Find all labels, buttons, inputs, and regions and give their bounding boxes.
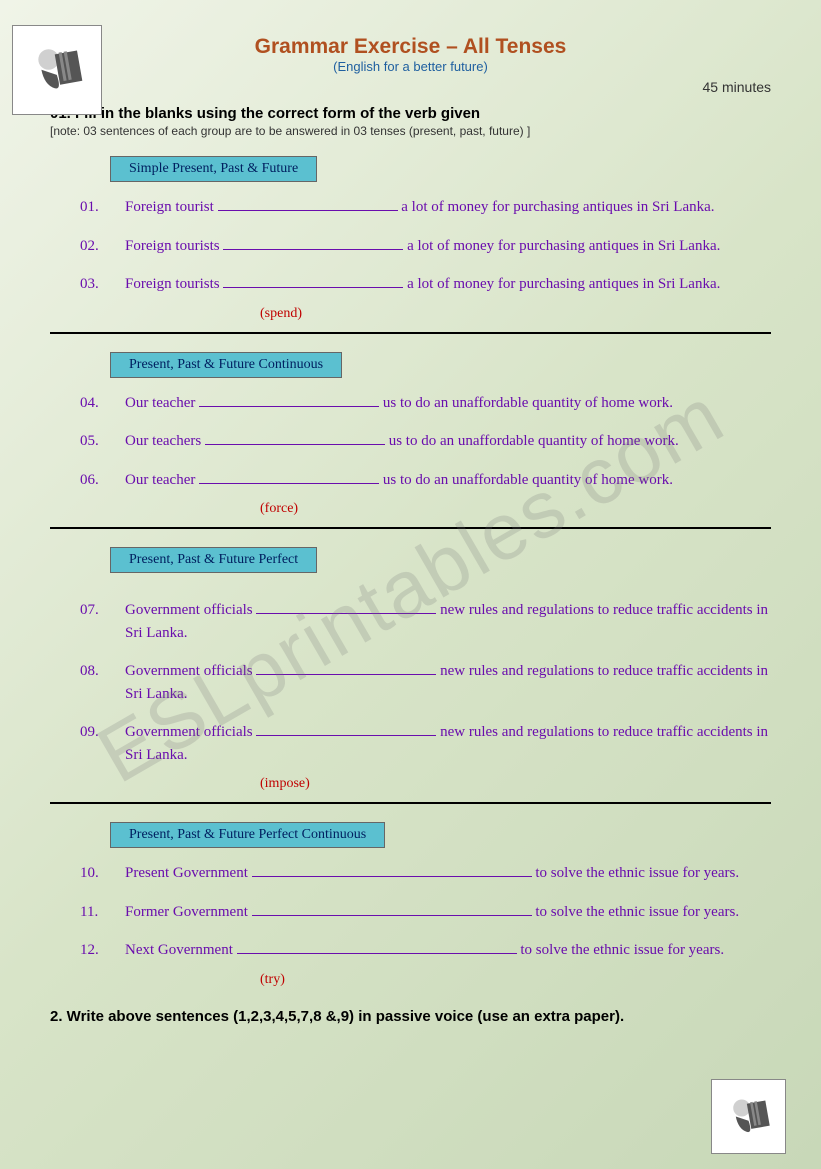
fill-blank[interactable]: [205, 431, 385, 445]
question-number: 03.: [80, 273, 125, 296]
header: Grammar Exercise – All Tenses (English f…: [50, 35, 771, 74]
page-title: Grammar Exercise – All Tenses: [50, 35, 771, 59]
question-pre-text: Foreign tourists: [125, 276, 223, 292]
question-text: Foreign tourist a lot of money for purch…: [125, 196, 771, 219]
question-pre-text: Government officials: [125, 602, 256, 618]
question-post-text: to solve the ethnic issue for years.: [532, 904, 739, 920]
question-pre-text: Government officials: [125, 663, 256, 679]
question-pre-text: Our teacher: [125, 395, 199, 411]
question-text: Our teacher us to do an unaffordable qua…: [125, 392, 771, 415]
question-text: Government officials new rules and regul…: [125, 660, 771, 705]
question-post-text: a lot of money for purchasing antiques i…: [403, 238, 720, 254]
question-post-text: us to do an unaffordable quantity of hom…: [385, 433, 679, 449]
question-number: 06.: [80, 469, 125, 492]
section-label: Simple Present, Past & Future: [110, 156, 317, 182]
fill-blank[interactable]: [218, 197, 398, 211]
instruction-note: [note: 03 sentences of each group are to…: [50, 124, 771, 138]
question-pre-text: Foreign tourist: [125, 199, 218, 215]
question-row: 09.Government officials new rules and re…: [50, 721, 771, 766]
section-label: Present, Past & Future Perfect: [110, 547, 317, 573]
question-text: Present Government to solve the ethnic i…: [125, 862, 771, 885]
question-text: Next Government to solve the ethnic issu…: [125, 939, 771, 962]
section-label: Present, Past & Future Continuous: [110, 352, 342, 378]
question-number: 10.: [80, 862, 125, 885]
section-divider: [50, 332, 771, 334]
question-pre-text: Present Government: [125, 865, 252, 881]
main-instruction: 01. Fill in the blanks using the correct…: [50, 105, 771, 122]
fill-blank[interactable]: [199, 470, 379, 484]
fill-blank[interactable]: [256, 722, 436, 736]
question-row: 12.Next Government to solve the ethnic i…: [50, 939, 771, 962]
verb-hint: (impose): [260, 776, 771, 792]
question-row: 11.Former Government to solve the ethnic…: [50, 901, 771, 924]
fill-blank[interactable]: [256, 661, 436, 675]
question-number: 11.: [80, 901, 125, 924]
fill-blank[interactable]: [252, 902, 532, 916]
question-post-text: to solve the ethnic issue for years.: [532, 865, 739, 881]
section-label: Present, Past & Future Perfect Continuou…: [110, 822, 385, 848]
question-pre-text: Next Government: [125, 942, 237, 958]
question-pre-text: Our teachers: [125, 433, 205, 449]
question-text: Former Government to solve the ethnic is…: [125, 901, 771, 924]
fill-blank[interactable]: [252, 863, 532, 877]
question-number: 08.: [80, 660, 125, 705]
question-number: 07.: [80, 599, 125, 644]
question-text: Government officials new rules and regul…: [125, 599, 771, 644]
question-post-text: a lot of money for purchasing antiques i…: [403, 276, 720, 292]
verb-hint: (force): [260, 501, 771, 517]
question-row: 07.Government officials new rules and re…: [50, 599, 771, 644]
question-number: 09.: [80, 721, 125, 766]
question-pre-text: Foreign tourists: [125, 238, 223, 254]
question-post-text: to solve the ethnic issue for years.: [517, 942, 724, 958]
question-number: 12.: [80, 939, 125, 962]
question-text: Our teacher us to do an unaffordable qua…: [125, 469, 771, 492]
question-text: Foreign tourists a lot of money for purc…: [125, 273, 771, 296]
question-row: 03.Foreign tourists a lot of money for p…: [50, 273, 771, 296]
question-row: 10.Present Government to solve the ethni…: [50, 862, 771, 885]
question-row: 01.Foreign tourist a lot of money for pu…: [50, 196, 771, 219]
question-number: 01.: [80, 196, 125, 219]
fill-blank[interactable]: [256, 600, 436, 614]
question-number: 02.: [80, 235, 125, 258]
question-post-text: us to do an unaffordable quantity of hom…: [379, 472, 673, 488]
question-text: Our teachers us to do an unaffordable qu…: [125, 430, 771, 453]
question-number: 04.: [80, 392, 125, 415]
section-divider: [50, 802, 771, 804]
final-instruction: 2. Write above sentences (1,2,3,4,5,7,8 …: [50, 1008, 771, 1025]
verb-hint: (spend): [260, 306, 771, 322]
reader-cartoon-bottom-icon: [711, 1079, 786, 1154]
question-row: 02.Foreign tourists a lot of money for p…: [50, 235, 771, 258]
question-number: 05.: [80, 430, 125, 453]
question-pre-text: Former Government: [125, 904, 252, 920]
fill-blank[interactable]: [237, 940, 517, 954]
question-row: 06.Our teacher us to do an unaffordable …: [50, 469, 771, 492]
time-note: 45 minutes: [50, 79, 771, 95]
question-row: 04.Our teacher us to do an unaffordable …: [50, 392, 771, 415]
section-divider: [50, 527, 771, 529]
fill-blank[interactable]: [199, 393, 379, 407]
question-text: Foreign tourists a lot of money for purc…: [125, 235, 771, 258]
verb-hint: (try): [260, 972, 771, 988]
question-row: 05.Our teachers us to do an unaffordable…: [50, 430, 771, 453]
question-post-text: a lot of money for purchasing antiques i…: [398, 199, 715, 215]
question-row: 08.Government officials new rules and re…: [50, 660, 771, 705]
question-pre-text: Our teacher: [125, 472, 199, 488]
fill-blank[interactable]: [223, 236, 403, 250]
fill-blank[interactable]: [223, 274, 403, 288]
question-text: Government officials new rules and regul…: [125, 721, 771, 766]
question-pre-text: Government officials: [125, 724, 256, 740]
page-subtitle: (English for a better future): [50, 59, 771, 74]
question-post-text: us to do an unaffordable quantity of hom…: [379, 395, 673, 411]
reader-cartoon-top-icon: [12, 25, 102, 115]
